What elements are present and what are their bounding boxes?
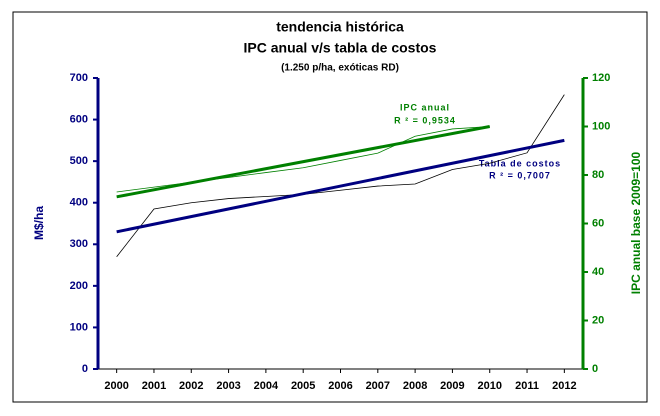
x-tick-label: 2001 xyxy=(142,380,166,392)
annotation: R ² = 0,7007 xyxy=(489,170,551,180)
annotation: Tabla de costos xyxy=(479,158,561,168)
y2-tick-label: 80 xyxy=(592,169,604,181)
x-tick-label: 2012 xyxy=(552,380,576,392)
series-line xyxy=(116,94,565,258)
chart-subtitle: IPC anual v/s tabla de costos xyxy=(244,40,437,56)
x-tick-label: 2008 xyxy=(403,380,427,392)
series-line xyxy=(116,138,565,234)
y-tick-label: 0 xyxy=(82,363,88,375)
x-tick-label: 2002 xyxy=(179,380,203,392)
x-tick-label: 2011 xyxy=(515,380,539,392)
y2-tick-label: 100 xyxy=(592,120,610,132)
y-tick-label: 700 xyxy=(70,72,88,84)
y2-tick-label: 40 xyxy=(592,266,604,278)
x-tick-label: 2007 xyxy=(366,380,390,392)
x-tick-label: 2004 xyxy=(254,380,279,392)
series-line xyxy=(116,125,491,199)
y-tick-label: 100 xyxy=(70,321,88,333)
y2-tick-label: 60 xyxy=(592,217,604,229)
x-tick-label: 2009 xyxy=(440,380,464,392)
y-tick-label: 500 xyxy=(70,155,88,167)
y-axis-label: M$/ha xyxy=(32,206,46,240)
x-tick-label: 2005 xyxy=(291,380,315,392)
annotation: R ² = 0,9534 xyxy=(394,115,456,125)
x-tick-label: 2010 xyxy=(477,380,501,392)
y2-axis-label: IPC anual base 2009=100 xyxy=(629,151,643,294)
x-tick-label: 2003 xyxy=(216,380,240,392)
chart-frame xyxy=(12,11,648,403)
y2-tick-label: 0 xyxy=(592,363,598,375)
x-tick-label: 2006 xyxy=(328,380,352,392)
y-tick-label: 400 xyxy=(70,197,88,209)
annotation: IPC anual xyxy=(400,102,450,112)
y2-tick-label: 20 xyxy=(592,314,604,326)
chart-title: tendencia histórica xyxy=(276,19,404,35)
y-tick-label: 600 xyxy=(70,113,88,125)
y-tick-label: 300 xyxy=(70,238,88,250)
chart-note: (1.250 p/ha, exóticas RD) xyxy=(281,63,399,74)
y-tick-label: 200 xyxy=(70,280,88,292)
y2-tick-label: 120 xyxy=(592,72,610,84)
x-tick-label: 2000 xyxy=(104,380,128,392)
